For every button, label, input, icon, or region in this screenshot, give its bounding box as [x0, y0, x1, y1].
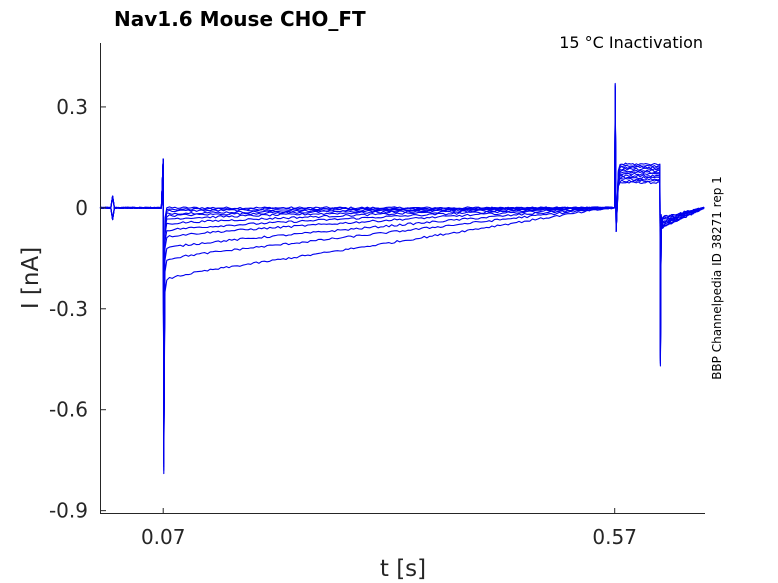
y-tick-label: 0 — [75, 196, 88, 220]
current-trace — [99, 90, 705, 454]
y-axis-title: I [nA] — [18, 247, 44, 309]
x-tick-label: 0.07 — [141, 525, 186, 549]
current-trace — [99, 94, 705, 444]
y-ticks-group: 0.3 0 -0.3 -0.6 -0.9 — [49, 95, 106, 523]
x-ticks-group: 0.07 0.57 — [141, 508, 637, 549]
current-trace — [99, 88, 705, 461]
current-trace — [99, 96, 705, 441]
chart-title: Nav1.6 Mouse CHO_FT — [114, 7, 366, 31]
y-tick-label: -0.3 — [49, 297, 88, 321]
y-tick-label: 0.3 — [56, 95, 88, 119]
current-trace — [99, 93, 705, 448]
x-axis-title: t [s] — [380, 556, 426, 582]
current-trace — [99, 85, 705, 468]
x-tick-label: 0.57 — [592, 525, 637, 549]
source-id-label: BBP Channelpedia ID 38271 rep 1 — [710, 176, 724, 380]
current-trace — [99, 97, 705, 438]
traces-group — [99, 82, 705, 475]
current-trace — [99, 89, 705, 458]
condition-annotation: 15 °C Inactivation — [559, 33, 703, 52]
y-tick-label: -0.6 — [49, 398, 88, 422]
y-tick-label: -0.9 — [49, 499, 88, 523]
current-trace — [99, 92, 705, 451]
